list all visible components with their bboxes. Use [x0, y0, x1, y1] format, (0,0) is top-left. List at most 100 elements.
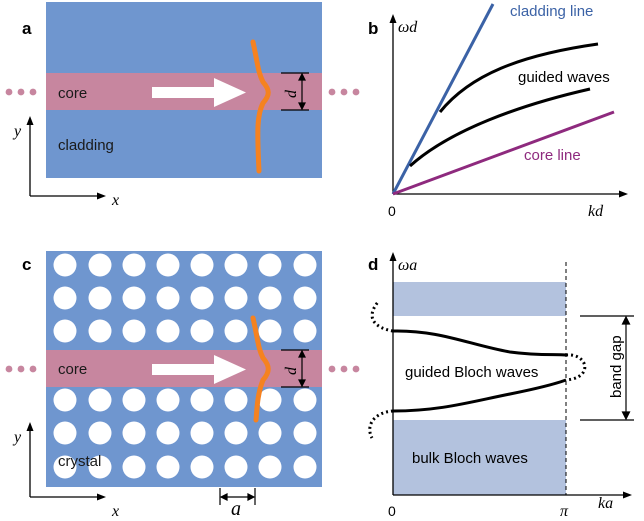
- panel-b-label: b: [368, 19, 378, 38]
- air-hole: [88, 455, 112, 479]
- air-hole: [293, 421, 317, 445]
- panel-c: c core crystal d a: [5, 251, 360, 520]
- air-hole: [224, 286, 248, 310]
- air-hole: [53, 388, 77, 412]
- band-extension-left-upper: [370, 301, 394, 333]
- panel-d: d band gap guided Bloch waves bulk Bloch…: [368, 252, 634, 520]
- d-label: d: [283, 89, 300, 98]
- width-marker: [281, 72, 309, 111]
- air-hole: [53, 253, 77, 277]
- cladding-label: cladding: [58, 137, 114, 154]
- band-gap-label: band gap: [608, 335, 625, 398]
- air-hole: [122, 253, 146, 277]
- air-hole: [293, 253, 317, 277]
- core-label: core: [58, 85, 87, 102]
- x-axis-label: x: [111, 503, 119, 520]
- air-hole: [53, 319, 77, 343]
- air-hole: [156, 421, 180, 445]
- core-line: [392, 110, 615, 196]
- axes-d: [389, 252, 632, 499]
- air-hole: [258, 319, 282, 343]
- air-hole: [293, 319, 317, 343]
- panel-a: a core cladding d: [5, 2, 360, 209]
- guided-waves-label: guided waves: [518, 69, 610, 86]
- air-hole: [293, 388, 317, 412]
- air-hole: [224, 388, 248, 412]
- air-hole: [53, 455, 77, 479]
- air-hole: [224, 253, 248, 277]
- air-hole: [156, 253, 180, 277]
- width-marker: [281, 349, 309, 388]
- panel-c-label: c: [22, 255, 31, 274]
- y-axis-label: ωd: [398, 19, 418, 36]
- air-hole: [258, 455, 282, 479]
- air-hole: [53, 286, 77, 310]
- guided-curve-lower: [408, 87, 591, 168]
- mode-profile: [250, 39, 271, 174]
- origin-label: 0: [388, 203, 396, 219]
- air-hole: [190, 388, 214, 412]
- band-extension-right: [565, 353, 587, 382]
- air-hole: [190, 455, 214, 479]
- core-line-label: core line: [524, 147, 581, 164]
- band-extension-left-lower: [368, 409, 394, 439]
- air-hole: [258, 253, 282, 277]
- axes-a: [26, 116, 106, 200]
- air-hole: [190, 253, 214, 277]
- air-hole: [122, 388, 146, 412]
- air-hole: [190, 421, 214, 445]
- air-hole: [53, 421, 77, 445]
- air-holes: [53, 253, 317, 479]
- right-arrow-icon: [152, 78, 246, 107]
- x-axis-label: ka: [598, 495, 613, 512]
- y-axis-label: ωa: [398, 257, 417, 274]
- upper-bulk-band: [393, 282, 566, 316]
- air-hole: [224, 421, 248, 445]
- y-axis-label: y: [12, 429, 22, 446]
- air-hole: [190, 319, 214, 343]
- air-hole: [122, 286, 146, 310]
- air-hole: [258, 286, 282, 310]
- pi-label: π: [560, 503, 569, 520]
- x-axis-label: x: [111, 192, 119, 209]
- bulk-bloch-label: bulk Bloch waves: [412, 450, 528, 467]
- guided-band-upper: [392, 329, 567, 357]
- bulk-band: [393, 420, 566, 495]
- a-label: a: [231, 498, 241, 520]
- air-hole: [293, 455, 317, 479]
- air-hole: [258, 388, 282, 412]
- dotted-continuation-icon: [5, 365, 360, 373]
- air-hole: [88, 421, 112, 445]
- x-axis-label: kd: [588, 203, 604, 220]
- guided-bloch-label: guided Bloch waves: [405, 364, 538, 381]
- axes-c: [26, 422, 106, 501]
- air-hole: [224, 455, 248, 479]
- lattice-marker: [219, 488, 256, 505]
- air-hole: [88, 319, 112, 343]
- air-hole: [224, 319, 248, 343]
- air-hole: [156, 319, 180, 343]
- d-label: d: [283, 366, 300, 375]
- dotted-continuation-icon: [5, 88, 360, 96]
- panel-b: b ωd kd 0 cladding line guided waves cor…: [368, 3, 628, 220]
- air-hole: [122, 319, 146, 343]
- guided-curve-upper: [438, 42, 599, 113]
- air-hole: [122, 455, 146, 479]
- air-hole: [293, 286, 317, 310]
- axes-b: [389, 14, 628, 198]
- air-hole: [258, 421, 282, 445]
- core-label: core: [58, 361, 87, 378]
- panel-a-label: a: [22, 19, 32, 38]
- air-hole: [190, 286, 214, 310]
- crystal-label: crystal: [58, 453, 101, 470]
- air-hole: [88, 388, 112, 412]
- mode-profile: [250, 315, 271, 423]
- air-hole: [122, 421, 146, 445]
- guided-band-lower: [392, 378, 567, 413]
- cladding-line-label: cladding line: [510, 3, 593, 20]
- band-gap-marker: [580, 315, 634, 421]
- origin-label: 0: [388, 503, 396, 519]
- air-hole: [156, 455, 180, 479]
- right-arrow-icon: [152, 355, 246, 384]
